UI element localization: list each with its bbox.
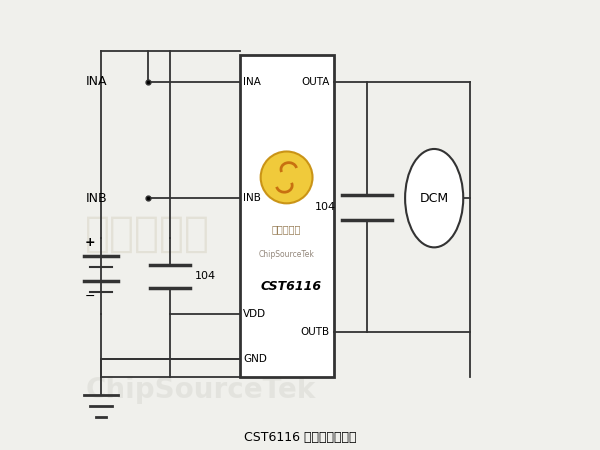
Text: ChipSourceTek: ChipSourceTek bbox=[85, 377, 316, 405]
Text: OUTA: OUTA bbox=[302, 77, 330, 87]
Text: INA: INA bbox=[243, 77, 261, 87]
Text: 104: 104 bbox=[195, 271, 216, 281]
Bar bbox=[239, 55, 334, 377]
Text: 矽源特科技: 矽源特科技 bbox=[85, 213, 211, 255]
Text: 矽源特科技: 矽源特科技 bbox=[272, 224, 301, 234]
Text: CST6116 的典型应用电路: CST6116 的典型应用电路 bbox=[244, 431, 356, 444]
Text: GND: GND bbox=[243, 354, 267, 364]
Ellipse shape bbox=[405, 149, 463, 248]
Text: INB: INB bbox=[243, 193, 261, 203]
Circle shape bbox=[260, 152, 313, 203]
Text: 104: 104 bbox=[314, 202, 336, 212]
Text: DCM: DCM bbox=[419, 192, 449, 205]
Text: ChipSourceTek: ChipSourceTek bbox=[259, 250, 314, 259]
Text: +: + bbox=[85, 236, 95, 249]
Text: CST6116: CST6116 bbox=[260, 280, 322, 293]
Text: OUTB: OUTB bbox=[301, 327, 330, 338]
Text: INA: INA bbox=[85, 76, 107, 88]
Text: INB: INB bbox=[85, 192, 107, 205]
Text: VDD: VDD bbox=[243, 310, 266, 320]
Text: −: − bbox=[85, 290, 95, 303]
